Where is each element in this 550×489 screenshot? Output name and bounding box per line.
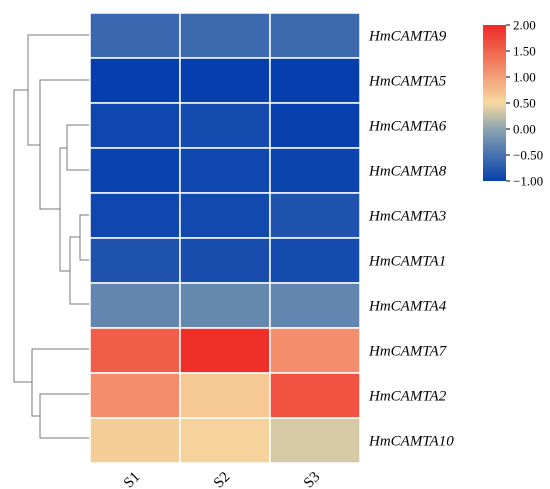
heatmap-cell-HmCAMTA10-S3 [269,417,361,464]
row-label: HmCAMTA8 [368,164,447,180]
heatmap-cell-HmCAMTA7-S3 [269,327,361,374]
row-label: HmCAMTA5 [368,74,447,90]
colorbar-tick-label: 1.00 [513,70,536,85]
heatmap-cell-HmCAMTA10-S2 [179,417,271,464]
colorbar-ticks: 2.00 1.50 1.00 0.50 0.00 −0.50 −1.00 [506,18,543,189]
row-label: HmCAMTA3 [368,209,446,225]
heatmap-cell-HmCAMTA3-S3 [269,192,361,239]
heatmap-cell-HmCAMTA8-S3 [269,147,361,194]
heatmap-cell-HmCAMTA8-S1 [89,147,181,194]
row-label: HmCAMTA1 [368,254,446,270]
colorbar-tick-label: 0.50 [513,96,536,111]
row-labels: HmCAMTA9 HmCAMTA5 HmCAMTA6 HmCAMTA8 HmCAMTA3… [368,29,454,450]
heatmap-cell-HmCAMTA5-S3 [269,57,361,104]
row-label: HmCAMTA9 [368,29,447,45]
heatmap-cell-HmCAMTA1-S3 [269,237,361,284]
heatmap-cell-HmCAMTA9-S2 [179,12,271,59]
colorbar-tick-label: −0.50 [513,148,543,163]
column-labels: S1 S2 S3 [121,469,324,489]
row-label: HmCAMTA6 [368,119,447,135]
heatmap-cell-HmCAMTA2-S3 [269,372,361,419]
heatmap-cell-HmCAMTA2-S2 [179,372,271,419]
colorbar-tick-label: 2.00 [513,18,536,33]
colorbar-gradient [483,25,506,181]
heatmap-cell-HmCAMTA8-S2 [179,147,271,194]
heatmap-cell-HmCAMTA10-S1 [89,417,181,464]
row-dendrogram [13,34,90,439]
column-label: S3 [301,469,324,489]
heatmap-cell-HmCAMTA4-S2 [179,282,271,329]
column-label: S2 [211,469,234,489]
heatmap-cell-HmCAMTA4-S1 [89,282,181,329]
row-label: HmCAMTA7 [368,344,448,360]
row-label: HmCAMTA4 [368,299,447,315]
colorbar: 2.00 1.50 1.00 0.50 0.00 −0.50 −1.00 [483,18,543,189]
heatmap-cell-HmCAMTA3-S1 [89,192,181,239]
heatmap-cell-HmCAMTA7-S1 [89,327,181,374]
heatmap-cell-HmCAMTA7-S2 [179,327,271,374]
heatmap-cell-HmCAMTA6-S3 [269,102,361,149]
heatmap-cell-HmCAMTA3-S2 [179,192,271,239]
heatmap-cell-HmCAMTA5-S1 [89,57,181,104]
row-label: HmCAMTA2 [368,389,447,405]
heatmap-cell-HmCAMTA9-S3 [269,12,361,59]
colorbar-tick-label: 0.00 [513,122,536,137]
colorbar-tick-label: −1.00 [513,174,543,189]
heatmap-cell-HmCAMTA1-S2 [179,237,271,284]
heatmap-cell-HmCAMTA9-S1 [89,12,181,59]
heatmap-cell-HmCAMTA2-S1 [89,372,181,419]
heatmap-cell-HmCAMTA1-S1 [89,237,181,284]
heatmap-cell-HmCAMTA4-S3 [269,282,361,329]
heatmap-cell-HmCAMTA6-S2 [179,102,271,149]
colorbar-tick-label: 1.50 [513,44,536,59]
heatmap-cells [89,12,361,464]
column-label: S1 [121,469,144,489]
heatmap-cell-HmCAMTA5-S2 [179,57,271,104]
heatmap-cell-HmCAMTA6-S1 [89,102,181,149]
row-label: HmCAMTA10 [368,434,454,450]
